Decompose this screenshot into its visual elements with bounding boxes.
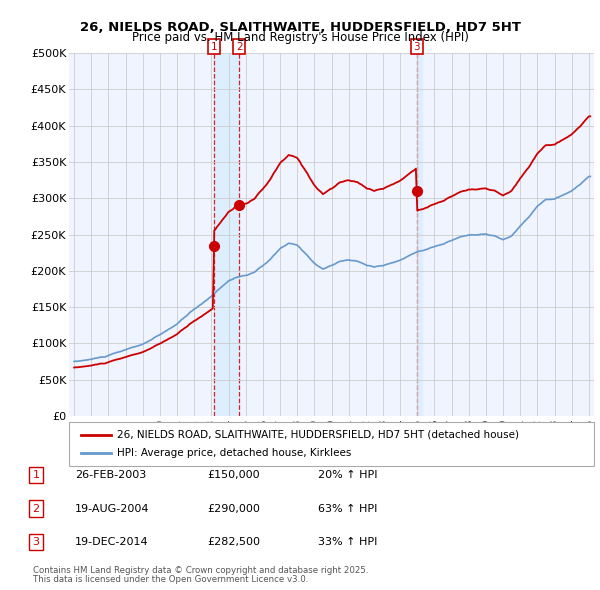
Text: 26, NIELDS ROAD, SLAITHWAITE, HUDDERSFIELD, HD7 5HT: 26, NIELDS ROAD, SLAITHWAITE, HUDDERSFIE… <box>79 21 521 34</box>
Text: Contains HM Land Registry data © Crown copyright and database right 2025.: Contains HM Land Registry data © Crown c… <box>33 566 368 575</box>
Text: 19-AUG-2004: 19-AUG-2004 <box>75 504 149 513</box>
Text: 2: 2 <box>236 42 242 52</box>
Text: 26, NIELDS ROAD, SLAITHWAITE, HUDDERSFIELD, HD7 5HT (detached house): 26, NIELDS ROAD, SLAITHWAITE, HUDDERSFIE… <box>117 430 519 440</box>
Bar <box>214 53 239 416</box>
Text: 3: 3 <box>413 42 420 52</box>
Text: 20% ↑ HPI: 20% ↑ HPI <box>318 470 377 480</box>
Text: £150,000: £150,000 <box>207 470 260 480</box>
Text: This data is licensed under the Open Government Licence v3.0.: This data is licensed under the Open Gov… <box>33 575 308 584</box>
Text: 3: 3 <box>32 537 40 547</box>
Bar <box>416 53 422 416</box>
Text: 26-FEB-2003: 26-FEB-2003 <box>75 470 146 480</box>
Text: 2: 2 <box>32 504 40 513</box>
Text: 33% ↑ HPI: 33% ↑ HPI <box>318 537 377 547</box>
Text: 1: 1 <box>32 470 40 480</box>
Text: £290,000: £290,000 <box>207 504 260 513</box>
Text: Price paid vs. HM Land Registry's House Price Index (HPI): Price paid vs. HM Land Registry's House … <box>131 31 469 44</box>
Text: 19-DEC-2014: 19-DEC-2014 <box>75 537 149 547</box>
Text: 1: 1 <box>211 42 217 52</box>
Text: £282,500: £282,500 <box>207 537 260 547</box>
Text: HPI: Average price, detached house, Kirklees: HPI: Average price, detached house, Kirk… <box>117 448 352 458</box>
Text: 63% ↑ HPI: 63% ↑ HPI <box>318 504 377 513</box>
